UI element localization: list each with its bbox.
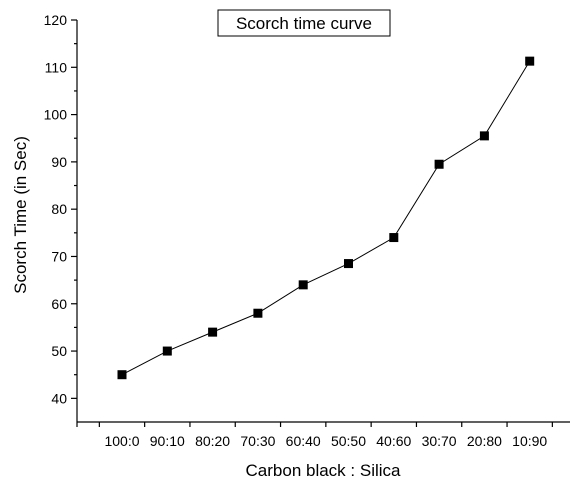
data-point bbox=[344, 259, 353, 269]
x-axis-title: Carbon black : Silica bbox=[246, 461, 402, 480]
y-tick-label: 50 bbox=[51, 343, 67, 359]
y-tick-label: 80 bbox=[51, 201, 67, 217]
x-tick-label: 60:40 bbox=[286, 433, 321, 449]
x-ticks: 100:0 90:10 80:20 70:30 60:40 50:50 40:60 30:70… bbox=[76, 422, 553, 449]
data-point bbox=[253, 308, 263, 318]
data-point bbox=[434, 159, 444, 169]
data-point bbox=[162, 346, 172, 356]
x-tick-label: 80:20 bbox=[195, 433, 230, 449]
data-point bbox=[479, 131, 489, 141]
y-axis-title: Scorch Time (in Sec) bbox=[11, 136, 30, 294]
data-point bbox=[389, 233, 399, 243]
data-point bbox=[117, 370, 127, 380]
y-ticks: 40 50 60 70 80 90 100 110 120 bbox=[44, 12, 77, 406]
data-point bbox=[298, 280, 308, 290]
x-tick-label: 40:60 bbox=[376, 433, 411, 449]
chart-title-group: Scorch time curve bbox=[217, 9, 391, 37]
y-tick-label: 60 bbox=[51, 296, 67, 312]
data-point bbox=[525, 56, 535, 66]
data-point bbox=[208, 327, 218, 337]
axes bbox=[76, 20, 570, 423]
x-tick-label: 100:0 bbox=[104, 433, 139, 449]
y-tick-label: 120 bbox=[44, 12, 68, 28]
x-tick-label: 30:70 bbox=[422, 433, 457, 449]
x-tick-label: 90:10 bbox=[150, 433, 185, 449]
y-tick-label: 110 bbox=[45, 59, 68, 75]
y-tick-label: 90 bbox=[51, 154, 67, 170]
chart-title-box bbox=[217, 9, 391, 37]
x-tick-label: 50:50 bbox=[331, 433, 366, 449]
x-tick-label: 70:30 bbox=[240, 433, 275, 449]
chart-title: Scorch time curve bbox=[236, 14, 372, 33]
series-group bbox=[117, 56, 535, 380]
x-tick-label: 20:80 bbox=[467, 433, 502, 449]
y-tick-label: 40 bbox=[51, 390, 67, 406]
y-tick-label: 70 bbox=[51, 248, 67, 264]
y-tick-label: 100 bbox=[44, 107, 68, 123]
x-tick-label: 10:90 bbox=[512, 433, 547, 449]
series-line bbox=[121, 60, 531, 376]
